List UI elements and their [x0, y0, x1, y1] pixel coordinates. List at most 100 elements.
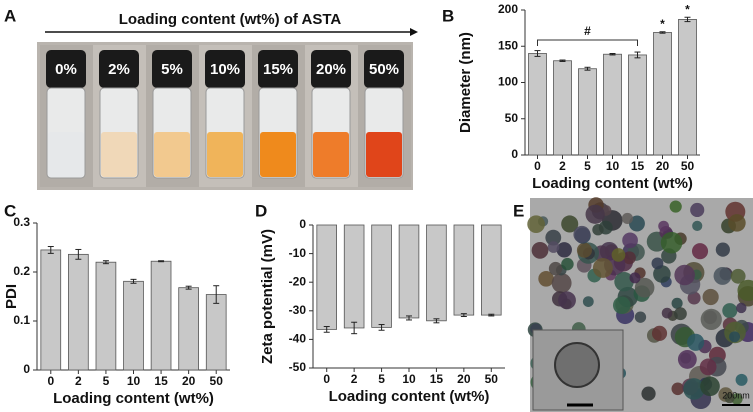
particle — [538, 271, 554, 287]
arrow-head — [410, 28, 418, 36]
bar — [553, 60, 572, 156]
error-bar — [406, 315, 412, 321]
error-bar — [609, 53, 616, 56]
bar — [578, 68, 597, 156]
particle — [622, 232, 638, 249]
vial-liquid — [366, 132, 402, 177]
vial-liquid — [154, 132, 190, 177]
vial-label: 15% — [263, 61, 293, 78]
panel-letter: B — [442, 6, 454, 25]
particle — [700, 308, 722, 331]
bar — [398, 224, 420, 319]
error-bar — [351, 321, 358, 335]
particle — [729, 331, 741, 343]
particle — [690, 202, 705, 218]
x-axis-label: Loading content (wt%) — [53, 390, 214, 407]
vial-cap — [311, 50, 351, 88]
bar — [453, 224, 475, 316]
annotation: * — [685, 2, 690, 16]
particle — [558, 291, 576, 310]
particle — [669, 200, 682, 213]
vial-label: 10% — [210, 61, 240, 78]
vial-cap — [99, 50, 139, 88]
bar — [528, 53, 547, 156]
bar — [150, 260, 172, 371]
error-bar — [130, 278, 137, 284]
bar — [678, 19, 697, 156]
particle — [653, 265, 671, 283]
x-axis-label: Loading content (wt%) — [532, 175, 693, 192]
y-tick-label: 150 — [498, 38, 518, 52]
particle — [702, 288, 719, 306]
error-bar — [323, 326, 330, 333]
error-bar — [102, 260, 109, 265]
particle — [674, 307, 687, 321]
annotation: # — [584, 24, 591, 38]
error-bar — [47, 246, 54, 254]
particle — [634, 311, 647, 323]
particle — [582, 296, 594, 307]
x-tick-label: 5 — [584, 159, 591, 173]
particle — [700, 376, 720, 397]
x-tick-label: 20 — [182, 374, 196, 388]
photo-title: Loading content (wt%) of ASTA — [119, 11, 342, 28]
particle — [621, 212, 634, 225]
y-axis-label: Zeta potential (mV) — [259, 229, 276, 364]
y-tick-label: -50 — [289, 360, 307, 374]
vial-cap — [152, 50, 192, 88]
x-tick-label: 2 — [75, 374, 82, 388]
scale-label: 200nm — [722, 390, 750, 400]
x-tick-label: 50 — [485, 372, 499, 386]
bar — [68, 253, 89, 371]
vial-liquid — [313, 132, 349, 177]
vial-cap — [258, 50, 298, 88]
error-bar — [534, 50, 541, 57]
bar — [426, 224, 447, 322]
bar — [178, 287, 199, 371]
y-tick-label: 100 — [498, 75, 518, 89]
y-axis-label: PDI — [3, 284, 20, 309]
error-bar — [185, 285, 192, 290]
error-bar — [584, 66, 591, 71]
particle — [660, 231, 683, 254]
vial-liquid — [48, 132, 84, 177]
particle — [730, 268, 746, 284]
particle — [661, 307, 673, 319]
vial-label: 50% — [369, 61, 399, 78]
y-tick-label: 0.3 — [13, 215, 30, 229]
particle — [722, 303, 738, 319]
error-bar — [158, 260, 165, 263]
x-tick-label: 50 — [681, 159, 695, 173]
particle — [611, 248, 626, 262]
error-bar — [460, 313, 467, 318]
vial-cap — [205, 50, 245, 88]
y-tick-label: 0 — [23, 362, 30, 376]
particle — [628, 215, 645, 232]
bar — [205, 294, 227, 371]
x-tick-label: 2 — [351, 372, 358, 386]
particle — [677, 349, 697, 369]
error-bar — [75, 248, 82, 260]
annotation: * — [660, 17, 665, 31]
error-bar — [488, 313, 495, 317]
particle — [551, 273, 572, 294]
inset-particle — [554, 342, 600, 388]
particle — [592, 224, 604, 236]
y-tick-label: 200 — [498, 2, 518, 16]
particle — [691, 243, 709, 260]
particle — [687, 333, 705, 351]
vial-cap — [46, 50, 86, 88]
x-tick-label: 0 — [47, 374, 54, 388]
bar — [653, 32, 672, 156]
particle — [715, 242, 730, 257]
tem-particles — [527, 197, 753, 410]
x-axis-label: Loading content (wt%) — [329, 388, 490, 405]
x-tick-label: 20 — [656, 159, 670, 173]
particle — [671, 297, 683, 309]
particle — [671, 382, 685, 396]
bar — [603, 53, 622, 156]
vial-liquid — [260, 132, 296, 177]
particle — [576, 242, 592, 258]
bar — [123, 280, 144, 371]
y-tick-label: -20 — [289, 274, 307, 288]
